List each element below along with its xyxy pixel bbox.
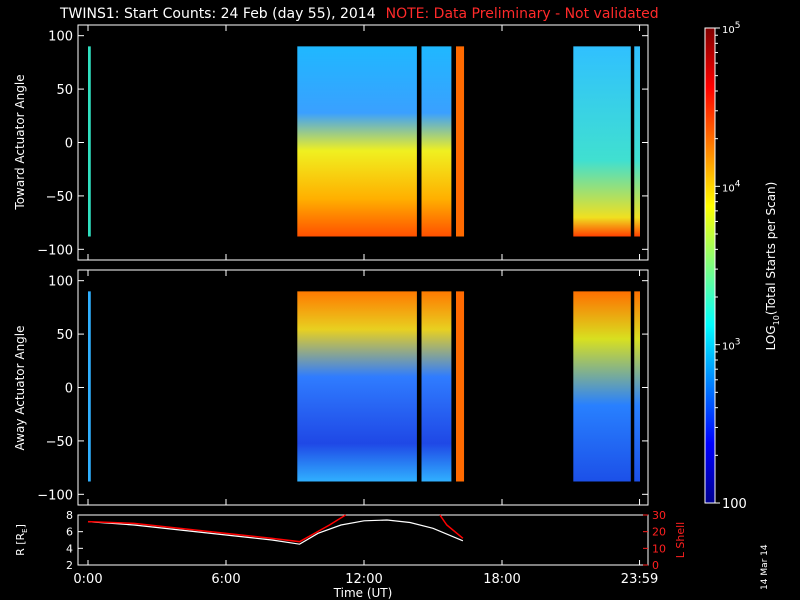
ytick-label: −100 [37,243,73,258]
heatmap-segment [297,46,417,237]
orbit-ytick-label: 4 [66,542,73,555]
title-note: NOTE: Data Preliminary - Not validated [385,6,659,22]
heatmap-segment [421,46,452,237]
heatmap-segment [573,291,631,482]
title-main: TWINS1: Start Counts: 24 Feb (day 55), 2… [60,6,376,22]
colorbar [704,27,716,504]
orbit-lines [87,514,464,545]
ytick-label: 100 [48,275,73,290]
heatmap-segment [421,291,452,482]
heatmap-segment [634,46,640,237]
orbit-ytick-label: 8 [66,509,73,522]
ytick-label: −100 [37,488,73,503]
ytick-label: 100 [48,30,73,45]
orbit-ylabel-right: L Shell [674,522,687,558]
ytick-label: −50 [46,190,73,205]
colorbar-label: LOG10(Total Starts per Scan) [764,182,781,351]
ytick-label: 50 [56,328,73,343]
chart-title: TWINS1: Start Counts: 24 Feb (day 55), 2… [60,6,659,22]
ytick-label: 0 [65,382,73,397]
panel-orbit-frame [77,514,649,566]
toward-ylabel: Toward Actuator Angle [13,74,27,210]
cbar-tick-label: 104 [722,179,741,194]
heatmap-segment [634,291,640,482]
xtick-label: 0:00 [73,572,102,587]
orbit-ytick-right-label: 10 [652,542,666,555]
xtick-label: 23:59 [621,572,658,587]
orbit-ylabel-left: R [RE] [14,524,29,556]
orbit-ytick-right-label: 0 [652,559,659,572]
ytick-label: 0 [65,137,73,152]
heatmap-segment [573,46,631,237]
heatmap-segment [456,46,465,237]
colorbar-ticks: 105 104 103 100 [715,21,747,512]
orbit-ytick-label: 2 [66,559,73,572]
cbar-tick-label: 103 [722,338,740,353]
radius-line [87,519,464,545]
orbit-ytick-right-label: 30 [652,509,666,522]
date-stamp: 14 Mar 14 [760,544,770,590]
lshell-line [439,514,464,539]
lshell-line [87,514,346,543]
xtick-label: 18:00 [483,572,520,587]
orbit-ytick-label: 6 [66,526,73,539]
xtick-label: 6:00 [211,572,240,587]
away-heatmap [88,291,640,482]
cbar-tick-label: 105 [722,21,740,36]
away-ylabel: Away Actuator Angle [13,325,27,450]
heatmap-segment [456,291,465,482]
toward-heatmap [88,46,640,237]
heatmap-segment [88,46,91,237]
heatmap-segment [88,291,91,482]
xlabel: Time (UT) [333,586,393,600]
orbit-ytick-right-label: 20 [652,526,666,539]
heatmap-segment [297,291,417,482]
ytick-label: −50 [46,435,73,450]
ytick-label: 50 [56,83,73,98]
cbar-tick-label: 100 [722,497,747,512]
xtick-label: 12:00 [345,572,382,587]
axes: 100500−50−100100500−50−100864230201000:0… [37,25,666,587]
